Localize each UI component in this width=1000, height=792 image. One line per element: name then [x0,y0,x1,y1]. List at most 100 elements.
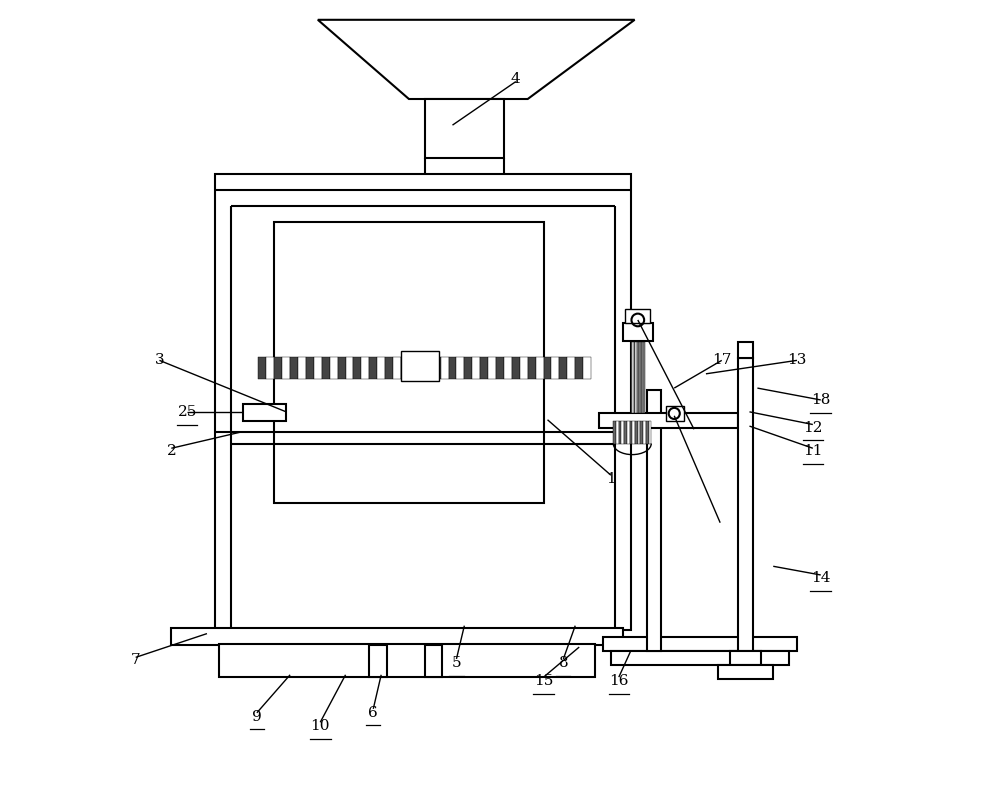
Bar [632,421,635,444]
Bar [599,413,738,428]
Bar [623,323,653,341]
Bar [627,421,630,444]
Bar [496,357,504,379]
Bar [624,421,627,444]
Text: 12: 12 [803,421,823,435]
Bar [274,222,544,503]
Bar [417,357,425,379]
Bar [738,358,753,651]
Bar [619,421,621,444]
Bar [640,421,643,444]
Bar [282,357,290,379]
Bar [456,357,464,379]
Bar [353,357,361,379]
Bar [425,645,442,677]
Bar [640,342,642,413]
Bar [219,644,595,677]
Bar [637,342,639,413]
Bar [559,357,567,379]
Bar [643,342,645,413]
Bar [409,357,417,379]
Bar [635,342,637,413]
Bar [449,357,456,379]
Bar [666,406,684,421]
Bar [330,357,338,379]
Bar [385,357,393,379]
Bar [504,357,512,379]
Bar [647,390,661,651]
Bar [567,357,575,379]
Bar [488,357,496,379]
Text: 25: 25 [177,405,197,419]
Bar [472,357,480,379]
Bar [425,99,504,158]
Bar [613,421,616,444]
Bar [377,357,385,379]
Bar [635,421,638,444]
Bar [369,645,387,677]
Bar [536,357,544,379]
Bar [266,357,274,379]
Text: 16: 16 [609,674,629,688]
Text: 9: 9 [252,710,262,724]
Bar [632,342,634,413]
Bar [646,421,649,444]
Bar [464,357,472,379]
Bar [718,665,773,679]
Bar [544,357,551,379]
Bar [480,357,488,379]
Bar [638,421,640,444]
Bar [346,357,353,379]
Bar [639,342,640,413]
Text: 8: 8 [559,656,568,670]
Bar [393,357,401,379]
Bar [258,357,266,379]
Bar [730,651,761,665]
Bar [649,421,651,444]
Text: 4: 4 [511,72,521,86]
Text: 15: 15 [534,674,553,688]
Bar [631,342,632,413]
Text: 10: 10 [310,719,330,733]
Bar [314,357,322,379]
Bar [611,651,789,665]
Bar [215,174,631,630]
Bar [171,628,623,645]
Bar [603,637,797,651]
Bar [512,357,520,379]
Text: 7: 7 [131,653,140,667]
Bar [361,357,369,379]
Bar [575,357,583,379]
Bar [401,357,409,379]
Bar [520,357,528,379]
Text: 18: 18 [811,393,830,407]
Bar [425,357,433,379]
Bar [738,342,753,358]
Bar [621,421,624,444]
Bar [528,357,536,379]
Text: 1: 1 [606,472,616,486]
Bar [441,357,449,379]
Bar [243,404,286,421]
Bar [322,357,330,379]
Bar [642,342,643,413]
Text: 17: 17 [712,353,731,367]
Text: 6: 6 [368,706,378,720]
Bar [290,357,298,379]
Bar [369,357,377,379]
Bar [433,357,441,379]
Bar [643,421,646,444]
Text: 14: 14 [811,571,831,585]
Text: 2: 2 [166,444,176,459]
Bar [630,421,632,444]
Bar [274,357,282,379]
Bar [625,309,650,323]
Text: 13: 13 [787,353,807,367]
Bar [338,357,346,379]
Bar [616,421,619,444]
Bar [634,342,635,413]
Bar [551,357,559,379]
Polygon shape [318,20,635,99]
Bar [401,351,439,381]
Text: 5: 5 [452,656,461,670]
